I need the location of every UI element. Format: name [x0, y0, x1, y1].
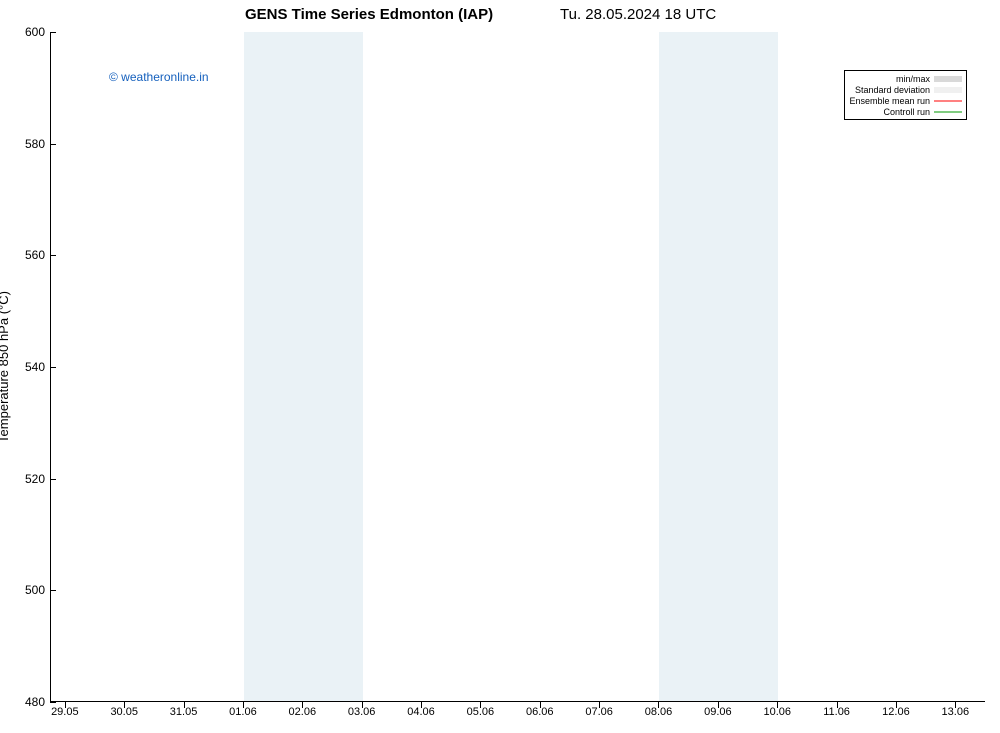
x-tick-mark [777, 702, 778, 708]
y-tick-label: 520 [5, 472, 45, 486]
chart-title-datetime: Tu. 28.05.2024 18 UTC [560, 6, 716, 23]
x-tick-mark [65, 702, 66, 708]
weekend-band [659, 32, 778, 701]
legend-item: Standard deviation [849, 84, 962, 95]
y-tick-label: 600 [5, 25, 45, 39]
legend-item-label: min/max [896, 74, 930, 84]
y-tick-mark [50, 479, 56, 480]
x-tick-mark [480, 702, 481, 708]
x-tick-mark [837, 702, 838, 708]
x-tick-mark [955, 702, 956, 708]
y-tick-mark [50, 590, 56, 591]
legend-box: min/maxStandard deviationEnsemble mean r… [844, 70, 967, 120]
watermark-text: © weatheronline.in [109, 70, 209, 84]
y-tick-label: 480 [5, 695, 45, 709]
legend-item: min/max [849, 73, 962, 84]
legend-swatch [934, 86, 962, 94]
legend-item: Ensemble mean run [849, 95, 962, 106]
legend-swatch [934, 108, 962, 116]
x-tick-mark [124, 702, 125, 708]
y-tick-label: 560 [5, 248, 45, 262]
x-tick-mark [421, 702, 422, 708]
y-tick-mark [50, 367, 56, 368]
x-tick-mark [540, 702, 541, 708]
chart-title-main: GENS Time Series Edmonton (IAP) [245, 6, 493, 23]
legend-item-label: Controll run [883, 107, 930, 117]
y-tick-mark [50, 255, 56, 256]
x-tick-mark [658, 702, 659, 708]
legend-item-label: Standard deviation [855, 85, 930, 95]
legend-swatch [934, 97, 962, 105]
y-tick-label: 540 [5, 360, 45, 374]
y-tick-mark [50, 32, 56, 33]
legend-item-label: Ensemble mean run [849, 96, 930, 106]
y-tick-mark [50, 144, 56, 145]
y-tick-label: 500 [5, 583, 45, 597]
timeseries-chart: GENS Time Series Edmonton (IAP) Tu. 28.0… [0, 0, 1000, 733]
weekend-band [244, 32, 363, 701]
x-tick-mark [718, 702, 719, 708]
x-tick-mark [302, 702, 303, 708]
plot-area: © weatheronline.in min/maxStandard devia… [50, 32, 985, 702]
legend-item: Controll run [849, 106, 962, 117]
legend-swatch [934, 75, 962, 83]
x-tick-mark [184, 702, 185, 708]
y-tick-label: 580 [5, 137, 45, 151]
x-tick-mark [896, 702, 897, 708]
x-tick-mark [243, 702, 244, 708]
x-tick-mark [599, 702, 600, 708]
y-tick-mark [50, 702, 56, 703]
x-tick-mark [362, 702, 363, 708]
